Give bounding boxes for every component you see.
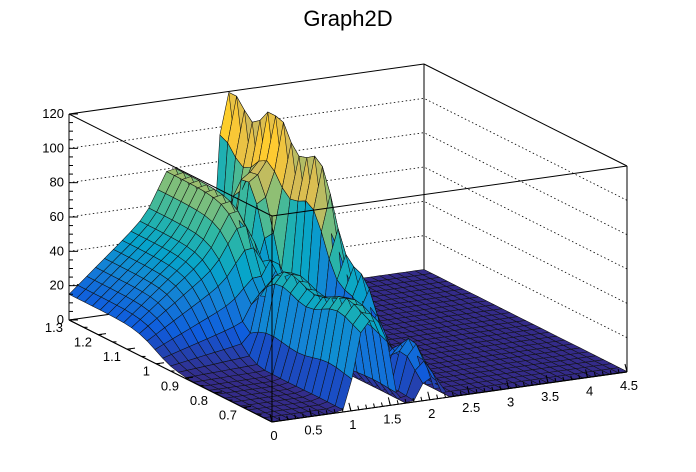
x-minor-tick bbox=[388, 401, 391, 406]
x-minor-tick bbox=[562, 376, 565, 382]
x-tick-label: 1.5 bbox=[383, 411, 401, 426]
x-minor-tick bbox=[530, 381, 533, 386]
z-tick-label: 80 bbox=[50, 175, 64, 190]
x-minor-tick bbox=[341, 407, 344, 413]
chart-title: Graph2D bbox=[303, 6, 392, 31]
x-tick-label: 3 bbox=[507, 395, 514, 410]
grid-line-z bbox=[423, 166, 628, 270]
x-minor-tick bbox=[459, 391, 462, 396]
x-minor-tick bbox=[333, 408, 336, 414]
x-minor-tick bbox=[546, 378, 549, 384]
z-tick-label: 60 bbox=[50, 209, 64, 224]
x-minor-tick bbox=[309, 412, 312, 417]
x-tick-label: 0.5 bbox=[304, 422, 322, 437]
grid-line-z bbox=[423, 200, 628, 304]
x-minor-tick bbox=[451, 392, 454, 397]
x-tick-label: 1 bbox=[349, 417, 356, 432]
y-axis: 0.7 0.8 0.9 1 1.1 1.2 1.3 bbox=[45, 318, 273, 423]
x-minor-tick bbox=[294, 414, 297, 419]
x-minor-tick bbox=[444, 393, 447, 398]
x-minor-tick bbox=[538, 380, 541, 385]
x-minor-tick bbox=[365, 404, 368, 409]
x-minor-tick bbox=[317, 411, 320, 416]
x-minor-tick bbox=[475, 388, 478, 394]
y-tick-label: 1.3 bbox=[45, 320, 63, 335]
x-minor-tick bbox=[499, 385, 502, 390]
front-top-edge-x bbox=[271, 165, 628, 217]
x-minor-tick bbox=[578, 374, 581, 379]
grid-line-z bbox=[423, 97, 628, 201]
back-top-edge-left bbox=[68, 63, 425, 115]
x-axis-line bbox=[271, 371, 628, 423]
x-tick-label: 2 bbox=[428, 406, 435, 421]
x-minor-tick bbox=[286, 415, 289, 420]
surface-plot bbox=[68, 92, 628, 422]
x-minor-tick bbox=[483, 387, 486, 393]
x-minor-tick bbox=[349, 406, 352, 412]
grid-line-z bbox=[423, 132, 628, 236]
y-tick-label: 1.2 bbox=[74, 335, 92, 350]
grid-line-z bbox=[423, 235, 628, 339]
x-minor-tick bbox=[396, 400, 399, 405]
x-tick bbox=[269, 413, 273, 423]
x-minor-tick bbox=[373, 403, 376, 408]
x-minor-tick bbox=[412, 397, 415, 403]
x-minor-tick bbox=[570, 375, 573, 380]
x-minor-tick bbox=[436, 394, 439, 399]
x-minor-tick bbox=[593, 372, 596, 377]
x-minor-tick bbox=[357, 405, 360, 410]
x-tick bbox=[624, 363, 628, 373]
x-minor-tick bbox=[507, 384, 510, 389]
z-tick-label: 100 bbox=[42, 140, 64, 155]
z-tick-label: 120 bbox=[42, 106, 64, 121]
x-tick-label: 4 bbox=[586, 384, 593, 399]
x-minor-tick bbox=[428, 395, 431, 400]
z-tick-label: 40 bbox=[50, 243, 64, 258]
z-tick-label: 20 bbox=[50, 278, 64, 293]
x-minor-tick bbox=[420, 396, 423, 402]
x-minor-tick bbox=[491, 386, 494, 392]
front-top-edge-y bbox=[68, 113, 273, 217]
x-minor-tick bbox=[601, 371, 604, 376]
z-axis: 0 20 40 60 80 100 120 bbox=[42, 106, 78, 327]
x-tick-label: 4.5 bbox=[620, 378, 638, 393]
x-tick-label: 2.5 bbox=[462, 400, 480, 415]
back-top-edge-right bbox=[423, 63, 628, 167]
y-tick-label: 0.9 bbox=[161, 378, 179, 393]
x-axis: 0 0.5 1 1.5 2 2.5 3 3.5 4 4.5 bbox=[269, 363, 638, 443]
y-tick-label: 1 bbox=[143, 364, 150, 379]
y-tick-label: 1.1 bbox=[103, 349, 121, 364]
x-minor-tick bbox=[617, 368, 620, 374]
y-tick-label: 0.8 bbox=[190, 393, 208, 408]
y-tick bbox=[68, 318, 78, 321]
x-minor-tick bbox=[404, 398, 407, 404]
x-minor-tick bbox=[278, 416, 281, 422]
y-tick-label: 0.7 bbox=[219, 407, 237, 422]
x-minor-tick bbox=[380, 402, 383, 407]
x-minor-tick bbox=[302, 413, 305, 418]
z-tick-label: 0 bbox=[57, 312, 64, 327]
x-minor-tick bbox=[325, 410, 328, 415]
x-minor-tick bbox=[554, 377, 557, 383]
x-minor-tick bbox=[467, 390, 470, 395]
x-minor-tick bbox=[522, 382, 525, 387]
x-tick-label: 3.5 bbox=[541, 389, 559, 404]
x-minor-tick bbox=[609, 370, 612, 375]
x-tick-label: 0 bbox=[270, 428, 277, 443]
x-minor-tick bbox=[586, 373, 589, 378]
x-minor-tick bbox=[515, 383, 518, 388]
